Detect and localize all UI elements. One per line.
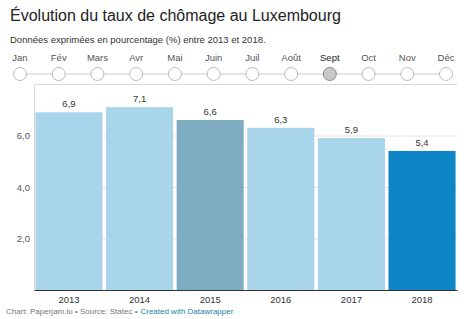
credit: Chart: Paperjam.lu • Source: Statec • [6, 307, 138, 316]
month-button[interactable] [285, 68, 298, 81]
month-label: Sept [320, 52, 340, 63]
data-labels: 6,9 7,1 6,6 6,3 5,9 5,4 [62, 93, 428, 148]
month-label: Mai [167, 52, 182, 63]
title: Évolution du taux de chômage au Luxembou… [10, 6, 341, 24]
x-tick: 2013 [58, 290, 79, 305]
month-button[interactable] [323, 68, 336, 81]
month-button[interactable] [207, 68, 220, 81]
bar [389, 151, 456, 290]
x-tick: 2014 [129, 290, 150, 305]
month-label: Août [281, 52, 301, 63]
data-label: 5,4 [415, 137, 428, 148]
data-label: 6,9 [62, 98, 75, 109]
month-label: Juin [205, 52, 222, 63]
x-tick: 2016 [270, 290, 291, 305]
data-label: 6,3 [274, 114, 287, 125]
x-tick-label: 2014 [129, 294, 150, 305]
bar [247, 128, 314, 290]
month-button[interactable] [440, 68, 453, 81]
chart: Évolution du taux de chômage au Luxembou… [0, 0, 467, 319]
credit-link[interactable]: Created with Datawrapper [140, 307, 233, 316]
month-button[interactable] [14, 68, 27, 81]
y-tick-label: 4,0 [17, 182, 30, 193]
x-tick-label: 2017 [341, 294, 362, 305]
x-axis-line [35, 290, 458, 291]
bar [35, 112, 102, 290]
month-label: Avr [129, 52, 143, 63]
month-button[interactable] [52, 68, 65, 81]
x-axis: 2013 2014 2015 2016 2017 2018 [35, 290, 458, 305]
y-axis-line [35, 85, 458, 291]
x-tick: 2015 [200, 290, 221, 305]
x-tick: 2018 [411, 290, 432, 305]
x-tick-label: 2013 [58, 294, 79, 305]
month-button[interactable] [168, 68, 181, 81]
subtitle: Données exprimées en pourcentage (%) ent… [10, 34, 266, 45]
y-axis: 2,0 4,0 6,0 [17, 85, 457, 291]
data-label: 5,9 [345, 124, 358, 135]
month-slider: Jan Fév Mars Avr Mai Juin Juil Août Sept Oct Nov Dé… [12, 52, 454, 81]
bar [106, 107, 173, 290]
month-label: Jan [12, 52, 27, 63]
bars [35, 107, 455, 290]
month-button[interactable] [362, 68, 375, 81]
month-label: Mars [87, 52, 108, 63]
x-tick-label: 2018 [411, 294, 432, 305]
month-button[interactable] [246, 68, 259, 81]
month-button[interactable] [91, 68, 104, 81]
bar [177, 120, 244, 290]
x-tick-label: 2016 [270, 294, 291, 305]
data-label: 6,6 [204, 106, 217, 117]
x-tick-label: 2015 [200, 294, 221, 305]
y-tick-label: 6,0 [17, 130, 30, 141]
data-label: 7,1 [133, 93, 146, 104]
month-label: Fév [51, 52, 67, 63]
x-tick: 2017 [341, 290, 362, 305]
month-button[interactable] [401, 68, 414, 81]
footer: Chart: Paperjam.lu • Source: Statec •Cre… [6, 307, 234, 316]
month-button[interactable] [130, 68, 143, 81]
month-label: Nov [399, 52, 416, 63]
month-label: Oct [361, 52, 376, 63]
y-tick-label: 2,0 [17, 233, 30, 244]
month-label: Juil [245, 52, 259, 63]
slider-track [20, 74, 446, 75]
bar [318, 138, 385, 290]
month-label: Déc [438, 52, 455, 63]
